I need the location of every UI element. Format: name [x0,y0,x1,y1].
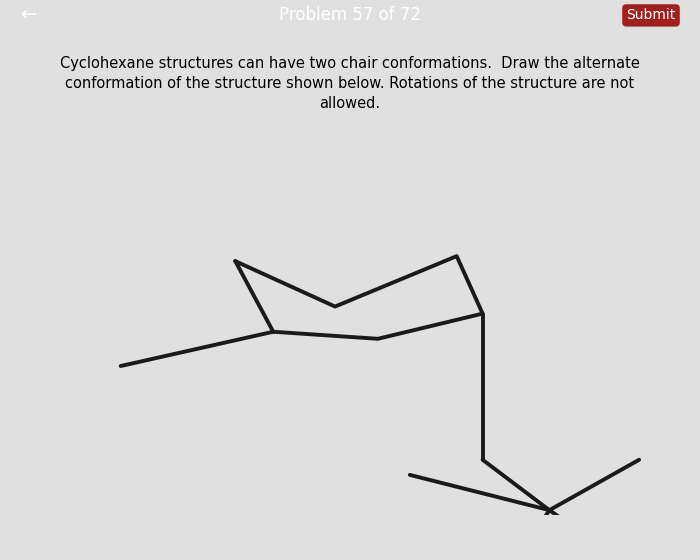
Text: ←: ← [20,6,36,25]
Text: Problem 57 of 72: Problem 57 of 72 [279,6,421,25]
Text: Submit: Submit [626,8,676,22]
Text: conformation of the structure shown below. Rotations of the structure are not: conformation of the structure shown belo… [65,76,635,91]
Text: Cyclohexane structures can have two chair conformations.  Draw the alternate: Cyclohexane structures can have two chai… [60,56,640,71]
Text: allowed.: allowed. [319,96,381,111]
